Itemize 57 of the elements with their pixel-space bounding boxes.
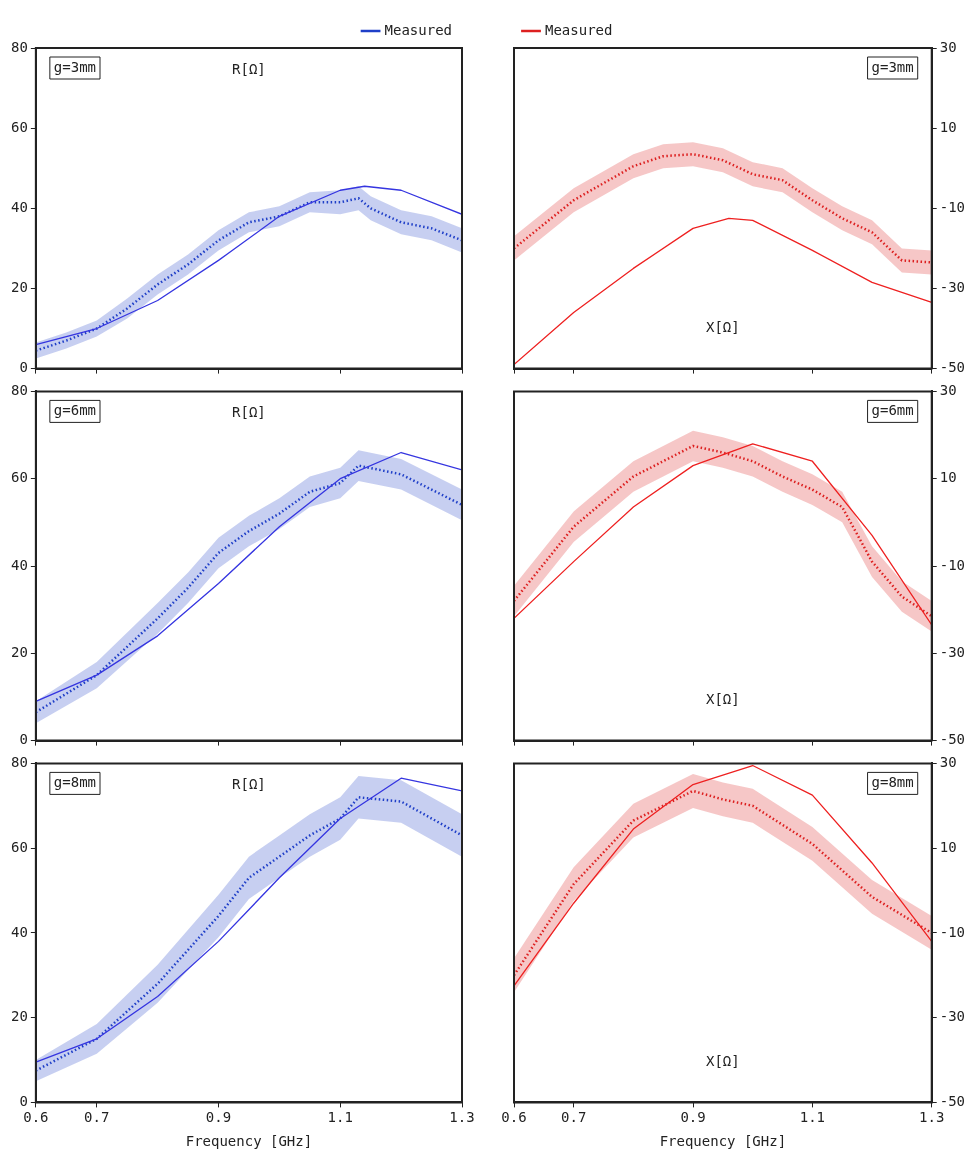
y-tick-label: 30 [939, 382, 957, 399]
annotation: X[Ω] [706, 691, 740, 708]
line-series [514, 152, 932, 264]
annotation: R[Ω] [232, 404, 266, 421]
y-tick-label: 0 [19, 731, 28, 748]
y-tick-label: -30 [939, 643, 966, 660]
legend-label: Measured [545, 21, 613, 38]
y-tick-label: 40 [11, 556, 28, 573]
y-tick-label: 60 [11, 118, 28, 135]
y-tick-label: 30 [939, 754, 957, 771]
x-tick-label: 0.7 [84, 1109, 110, 1126]
x-tick-label: 0.7 [561, 1109, 587, 1126]
y-tick-label: 80 [11, 754, 28, 771]
y-tick-label: -10 [939, 923, 966, 940]
y-tick-label: 80 [11, 38, 28, 55]
annotation: g=3mm [871, 58, 914, 75]
x-tick-label: 1.1 [327, 1109, 353, 1126]
x-tick-label: 1.3 [449, 1109, 475, 1126]
y-tick-label: 30 [939, 38, 957, 55]
y-tick-label: 20 [11, 643, 28, 660]
x-axis-title: Frequency [GHz] [659, 1133, 787, 1150]
x-tick-label: 1.3 [919, 1109, 945, 1126]
y-tick-label: 40 [11, 923, 28, 940]
annotation: X[Ω] [706, 319, 740, 336]
annotation: R[Ω] [232, 776, 266, 793]
y-tick-label: 60 [11, 838, 28, 855]
y-tick-label: 40 [11, 198, 28, 215]
annotation: g=8mm [53, 774, 97, 791]
y-tick-label: 20 [11, 1008, 28, 1025]
y-tick-label: 10 [939, 118, 957, 135]
y-tick-label: 20 [11, 279, 28, 296]
y-tick-label: -30 [939, 279, 966, 296]
y-tick-label: 10 [939, 469, 957, 486]
y-tick-label: 0 [19, 359, 28, 376]
y-tick-label: -30 [939, 1008, 966, 1025]
annotation: g=8mm [871, 774, 914, 791]
annotation: g=6mm [53, 402, 97, 419]
x-tick-label: 0.6 [501, 1109, 527, 1126]
annotation: g=6mm [871, 402, 914, 419]
annotation: X[Ω] [706, 1053, 740, 1070]
legend-label: Measured [384, 21, 453, 38]
annotation: g=3mm [53, 58, 97, 75]
annotation: R[Ω] [232, 60, 266, 77]
y-tick-label: 60 [11, 469, 28, 486]
x-tick-label: 1.1 [799, 1109, 826, 1126]
x-tick-label: 0.6 [23, 1109, 49, 1126]
y-tick-label: -50 [939, 1093, 966, 1110]
y-tick-label: -10 [939, 198, 966, 215]
x-axis-title: Frequency [GHz] [185, 1133, 313, 1150]
y-tick-label: 0 [19, 1093, 28, 1110]
y-tick-label: -50 [939, 731, 966, 748]
y-tick-label: 10 [939, 838, 957, 855]
y-tick-label: -50 [939, 359, 966, 376]
x-tick-label: 0.9 [680, 1109, 706, 1126]
y-tick-label: 80 [11, 382, 28, 399]
y-tick-label: -10 [939, 556, 966, 573]
x-tick-label: 0.9 [205, 1109, 232, 1126]
